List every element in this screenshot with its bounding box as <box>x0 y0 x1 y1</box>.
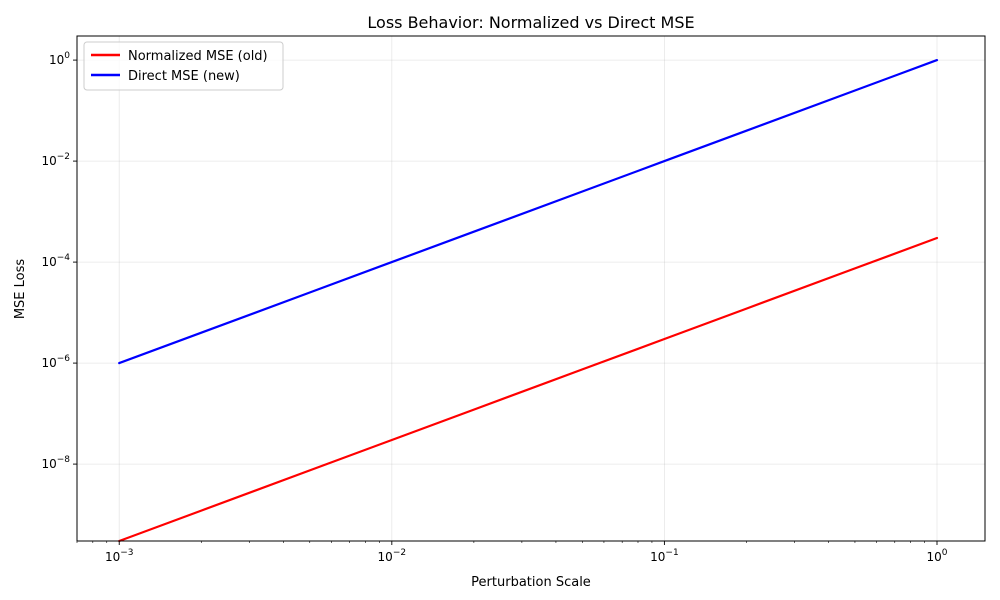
y-tick-label: 10−2 <box>41 152 70 168</box>
x-tick-label: 10−3 <box>105 548 134 564</box>
chart-title: Loss Behavior: Normalized vs Direct MSE <box>367 13 694 32</box>
series-line-normalized-mse <box>118 236 939 543</box>
legend-label-direct: Direct MSE (new) <box>128 69 240 84</box>
x-axis-title: Perturbation Scale <box>471 575 591 590</box>
series-lines <box>118 58 939 543</box>
series-line-direct-mse <box>118 58 939 365</box>
x-tick-label: 10−2 <box>378 548 407 564</box>
legend-label-normalized: Normalized MSE (old) <box>128 49 268 64</box>
plot-frame <box>76 35 986 542</box>
legend-box <box>83 41 284 91</box>
y-tick-label: 10−6 <box>41 354 70 370</box>
y-tick-label: 100 <box>49 51 70 67</box>
y-tick-label: 10−4 <box>41 253 70 269</box>
x-tick-label: 100 <box>926 548 947 564</box>
axis-ticks: 10−3 10−2 10−1 100 10−8 10−6 10−4 10−2 100 <box>41 51 947 564</box>
x-tick-label: 10−1 <box>650 548 679 564</box>
legend: Normalized MSE (old) Direct MSE (new) <box>83 41 284 91</box>
y-axis-title: MSE Loss <box>13 259 28 320</box>
y-tick-label: 10−8 <box>41 455 70 471</box>
